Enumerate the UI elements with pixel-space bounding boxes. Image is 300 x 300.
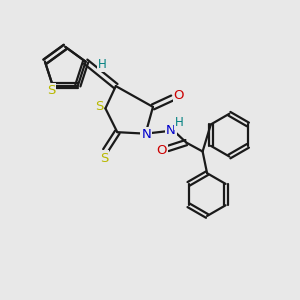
Text: O: O: [156, 144, 166, 157]
Text: S: S: [100, 152, 108, 164]
Text: N: N: [141, 128, 151, 141]
Text: S: S: [95, 100, 103, 113]
Text: H: H: [175, 116, 184, 129]
Text: O: O: [174, 89, 184, 102]
Text: H: H: [98, 58, 106, 71]
Text: N: N: [166, 124, 176, 137]
Text: S: S: [47, 84, 56, 98]
